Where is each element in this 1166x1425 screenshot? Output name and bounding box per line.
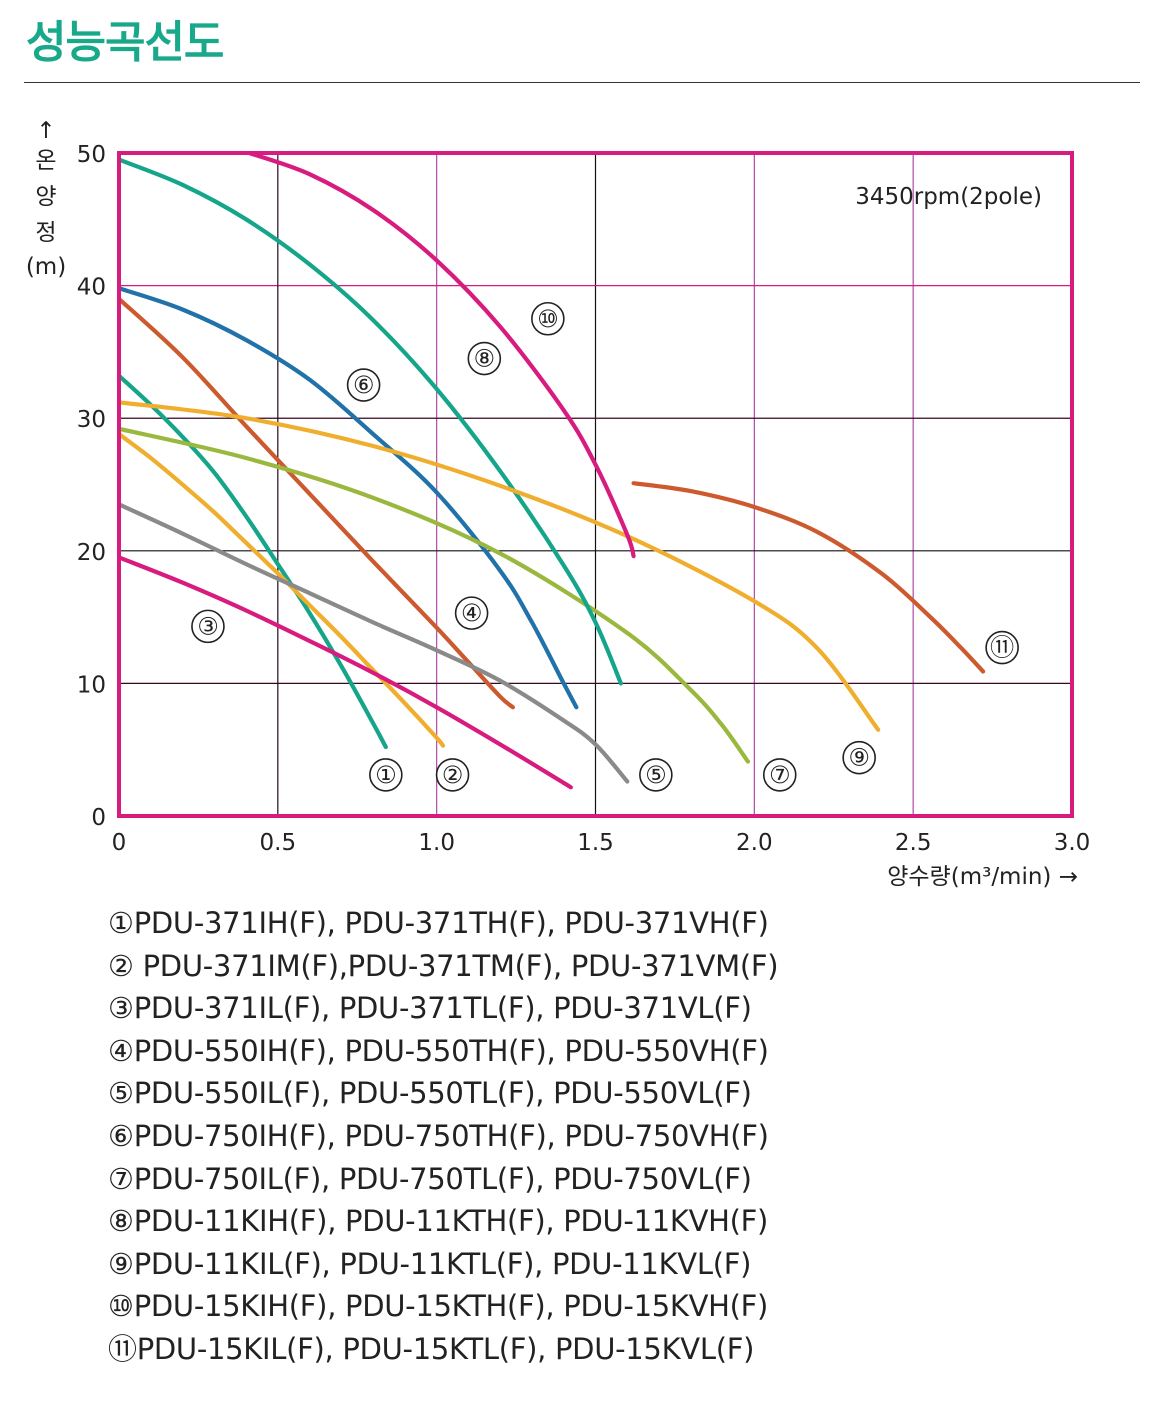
rpm-annotation: 3450rpm(2pole) — [855, 184, 1042, 210]
series-line — [116, 432, 446, 748]
y-tick-label: 40 — [77, 275, 106, 301]
series-marker — [191, 609, 225, 644]
legend-item: ⑤PDU-550IL(F), PDU-550TL(F), PDU-550VL(F… — [108, 1076, 752, 1111]
series-marker — [369, 758, 403, 792]
y-tick-label: 0 — [91, 805, 106, 831]
series-label: ③ — [197, 612, 219, 640]
y-axis-label: 온 — [35, 148, 56, 174]
legend-item: ④PDU-550IH(F), PDU-550TH(F), PDU-550VH(F… — [108, 1033, 769, 1068]
series-marker — [639, 758, 673, 792]
series-marker — [435, 758, 470, 792]
series-line — [116, 555, 573, 790]
x-tick-label: 2.0 — [736, 830, 773, 856]
page-title: 성능곡선도 — [26, 17, 224, 68]
x-tick-label: 0 — [112, 830, 127, 856]
x-tick-label: 1.0 — [418, 830, 455, 856]
series-label: ⑩ — [537, 305, 559, 333]
y-tick-label: 30 — [77, 407, 106, 433]
y-tick-label: 20 — [77, 540, 106, 566]
legend-item: ⑩PDU-15KIH(F), PDU-15KTH(F), PDU-15KVH(F… — [108, 1289, 769, 1324]
series-label: ⑥ — [353, 371, 375, 399]
series-label: ⑨ — [848, 744, 870, 772]
series-label: ⑤ — [645, 761, 667, 789]
y-tick-label: 10 — [77, 672, 106, 698]
series-line — [116, 400, 881, 732]
series-label: ④ — [461, 599, 483, 627]
y-tick-label: 50 — [77, 142, 106, 168]
series-line — [116, 373, 388, 750]
legend-item: ⑨PDU-11KIL(F), PDU-11KTL(F), PDU-11KVL(F… — [108, 1246, 752, 1281]
x-tick-label: 3.0 — [1054, 830, 1091, 856]
y-axis-label: 정 — [35, 220, 56, 246]
performance-curve-chart: ① ② ③ ④ ⑤ ⑥ ⑦ ⑧ ⑨ ⑩ ⑪ 0 10 20 30 40 50 0 0.5 1.0 1.5 2.0 2.5 3.… — [26, 118, 1091, 890]
x-tick-label: 1.5 — [577, 830, 614, 856]
y-axis-arrow: ↑ — [36, 118, 55, 144]
series-marker — [842, 740, 876, 775]
series-marker — [467, 341, 502, 376]
legend-item: ⑪PDU-15KIL(F), PDU-15KTL(F), PDU-15KVL(F… — [108, 1331, 755, 1366]
series-label: ⑦ — [769, 761, 791, 789]
series-marker — [531, 301, 565, 336]
legend-item: ①PDU-371IH(F), PDU-371TH(F), PDU-371VH(F… — [108, 906, 769, 940]
x-axis-label: 양수량(m³/min) → — [887, 864, 1078, 890]
series-label: ② — [442, 761, 464, 789]
series-line — [116, 296, 515, 710]
series-line — [116, 286, 579, 710]
legend-item: ⑥PDU-750IH(F), PDU-750TH(F), PDU-750VH(F… — [108, 1118, 769, 1153]
series-label: ⑧ — [474, 345, 496, 373]
series-marker — [346, 368, 381, 402]
x-tick-label: 0.5 — [260, 830, 297, 856]
series-label: ⑪ — [990, 634, 1014, 662]
legend-item: ⑦PDU-750IL(F), PDU-750TL(F), PDU-750VL(F… — [108, 1161, 752, 1196]
legend-item: ② PDU-371IM(F),PDU-371TM(F), PDU-371VM(F… — [108, 948, 779, 983]
plot-frame — [117, 151, 1074, 818]
series-line — [116, 426, 751, 764]
legend-item: ③PDU-371IL(F), PDU-371TL(F), PDU-371VL(F… — [108, 991, 752, 1026]
series-line — [631, 481, 986, 674]
y-axis-label: 양 — [35, 184, 56, 210]
x-tick-label: 2.5 — [895, 830, 932, 856]
y-axis-unit: (m) — [26, 254, 66, 280]
series-line — [116, 157, 623, 686]
model-legend: ①PDU-371IH(F), PDU-371TH(F), PDU-371VH(F… — [108, 902, 779, 1371]
series-line — [116, 502, 630, 784]
legend-item: ⑧PDU-11KIH(F), PDU-11KTH(F), PDU-11KVH(F… — [108, 1204, 769, 1239]
series-marker — [454, 596, 489, 630]
series-label: ① — [375, 761, 397, 789]
series-marker — [762, 758, 797, 792]
series-line — [247, 150, 636, 559]
series-marker — [985, 630, 1019, 665]
title-divider — [24, 82, 1140, 83]
